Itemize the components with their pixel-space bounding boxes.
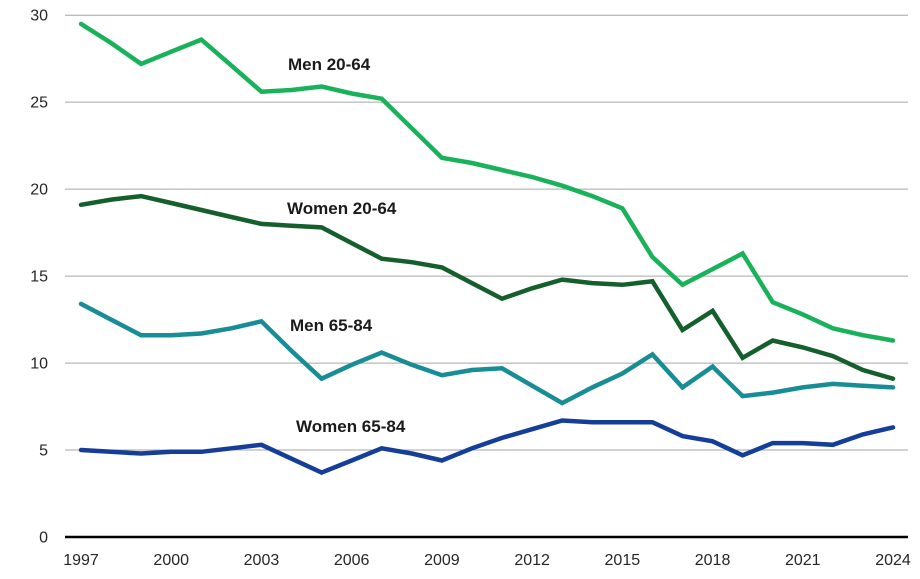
series-line-men-20-64 [78, 21, 896, 343]
x-tick-label-1997: 1997 [63, 552, 99, 569]
series-line-women-20-64 [78, 193, 896, 381]
x-tick-label-2003: 2003 [244, 552, 280, 569]
series-label-women-20-64: Women 20-64 [287, 199, 397, 218]
series-line-women-65-84 [78, 418, 896, 476]
y-tick-label-0: 0 [39, 530, 48, 547]
series-label-men-65-84: Men 65-84 [290, 316, 373, 335]
x-tick-label-2015: 2015 [605, 552, 641, 569]
y-tick-label-20: 20 [30, 182, 48, 199]
x-tick-label-2006: 2006 [334, 552, 370, 569]
y-tick-label-30: 30 [30, 8, 48, 25]
y-tick-label-5: 5 [39, 443, 48, 460]
series-label-men-20-64: Men 20-64 [288, 55, 371, 74]
x-tick-label-2024: 2024 [875, 552, 911, 569]
x-tick-label-2018: 2018 [695, 552, 731, 569]
y-tick-label-25: 25 [30, 95, 48, 112]
y-tick-label-15: 15 [30, 269, 48, 286]
x-tick-label-2012: 2012 [514, 552, 550, 569]
series-label-women-65-84: Women 65-84 [296, 417, 406, 436]
x-tick-label-2000: 2000 [153, 552, 189, 569]
x-tick-label-2009: 2009 [424, 552, 460, 569]
x-tick-label-2021: 2021 [785, 552, 821, 569]
series-line-men-65-84 [78, 301, 896, 406]
y-tick-label-10: 10 [30, 356, 48, 373]
